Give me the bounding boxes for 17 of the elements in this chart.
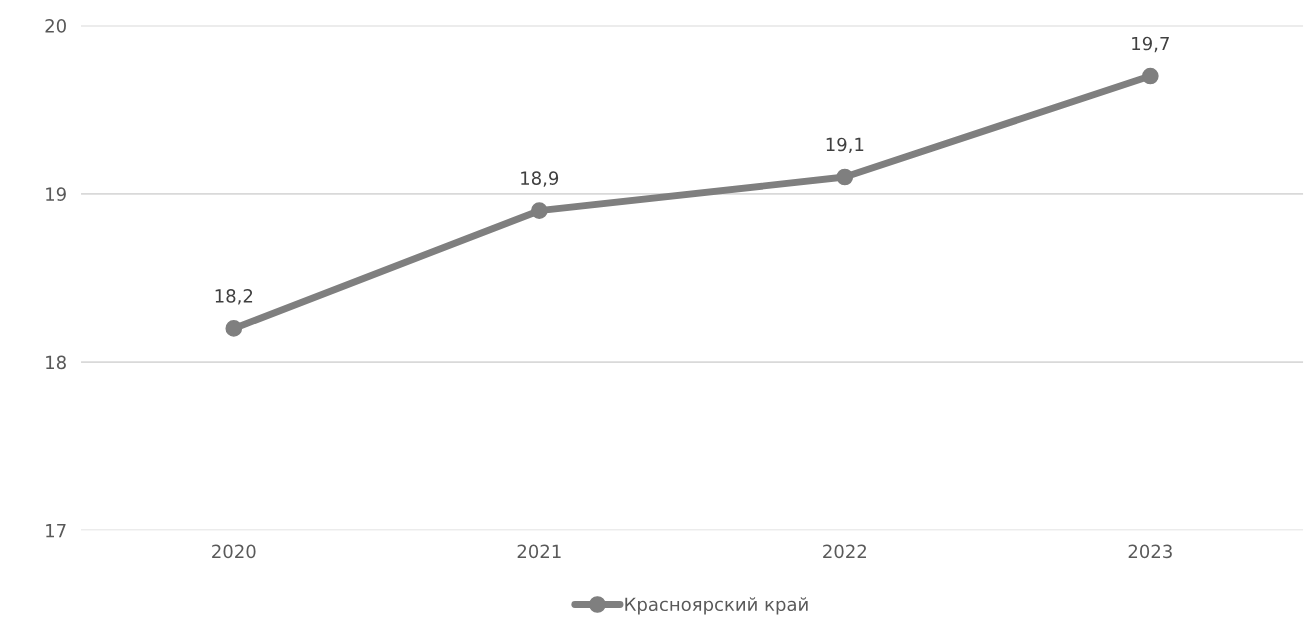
x-tick-label: 2022 — [823, 544, 866, 559]
data-label: 19,1 — [826, 137, 864, 154]
x-tick-label: 2020 — [212, 544, 256, 559]
data-label: 19,7 — [1132, 36, 1169, 53]
point — [225, 320, 243, 337]
point — [530, 202, 548, 219]
y-tick-label: 17 — [46, 524, 66, 538]
y-tick-label: 20 — [45, 19, 66, 33]
legend-label: Красноярский край — [625, 597, 808, 615]
data-label: 18,9 — [521, 171, 559, 187]
point — [836, 168, 854, 186]
y-tick-label: 19 — [46, 187, 66, 201]
y-tick-label: 18 — [46, 355, 66, 370]
data-label: 18,2 — [215, 289, 253, 305]
x-tick-label: 2023 — [1128, 544, 1172, 559]
x-tick-label: 2021 — [517, 544, 561, 559]
point — [1141, 67, 1159, 85]
